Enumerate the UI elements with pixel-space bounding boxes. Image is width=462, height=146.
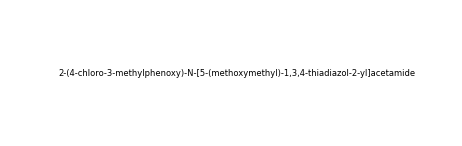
Text: 2-(4-chloro-3-methylphenoxy)-N-[5-(methoxymethyl)-1,3,4-thiadiazol-2-yl]acetamid: 2-(4-chloro-3-methylphenoxy)-N-[5-(metho…	[58, 69, 415, 78]
